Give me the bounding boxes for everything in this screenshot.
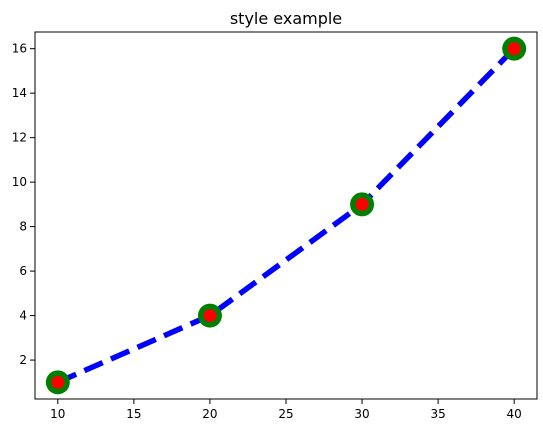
y-tick-label: 10	[12, 175, 27, 189]
x-tick-label: 20	[202, 407, 217, 421]
x-tick-label: 35	[430, 407, 445, 421]
chart-title: style example	[230, 9, 342, 28]
y-tick-label: 4	[19, 309, 27, 323]
y-tick-label: 6	[19, 264, 27, 278]
plot-area	[35, 32, 537, 399]
y-tick-label: 14	[12, 86, 27, 100]
axes-layer: 10 15 20 25 30 35 40 2 4 6 8 10 12 14 16	[12, 42, 522, 421]
plot-frame	[34, 31, 538, 400]
x-tick-label: 40	[507, 407, 522, 421]
y-tick-label: 12	[12, 131, 27, 145]
data-point	[507, 42, 521, 56]
x-tick-label: 10	[50, 407, 65, 421]
data-point	[203, 309, 217, 323]
y-tick-label: 2	[19, 353, 27, 367]
x-tick-label: 30	[354, 407, 369, 421]
x-tick-label: 25	[278, 407, 293, 421]
y-tick-label: 8	[19, 220, 27, 234]
series-layer	[45, 36, 527, 395]
data-point	[51, 375, 65, 389]
data-point	[355, 197, 369, 211]
x-tick-label: 15	[126, 407, 141, 421]
y-tick-label: 16	[12, 42, 27, 56]
